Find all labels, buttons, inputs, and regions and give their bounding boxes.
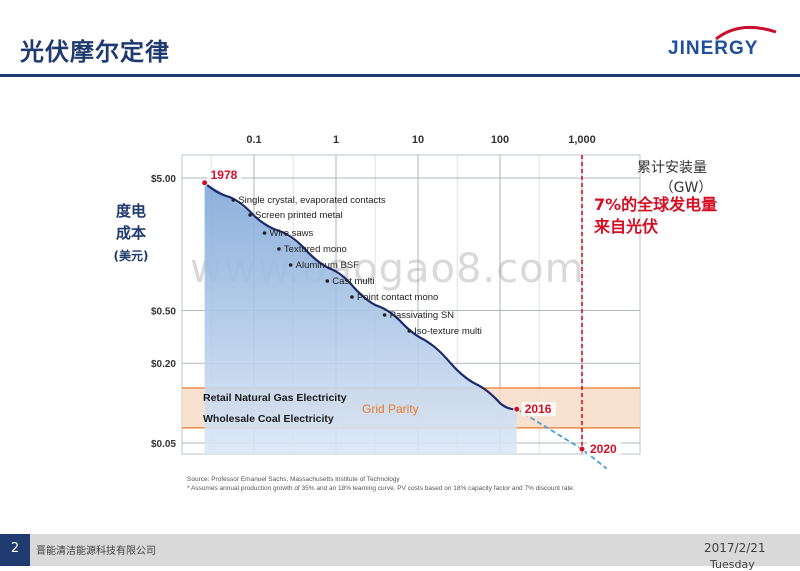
- x-tick-label: 1: [333, 134, 339, 146]
- year-label-bg: [207, 167, 242, 182]
- y-tick-label: $0.05: [151, 439, 176, 450]
- y-tick-label: $0.50: [151, 307, 176, 318]
- y-axis-title: 度电: [116, 202, 146, 220]
- year-label-bg: [587, 442, 621, 457]
- milestone-dot: [277, 247, 281, 251]
- source-note: * Assumes annual production growth of 35…: [187, 485, 575, 492]
- year-point: [578, 445, 586, 453]
- footer-day: Tuesday: [710, 558, 755, 571]
- milestone-dot: [382, 313, 387, 317]
- year-point: [201, 179, 209, 187]
- year-label: 2020: [590, 442, 617, 456]
- logo-swoosh-icon: [715, 25, 777, 41]
- cost-curve-line: [203, 181, 517, 411]
- milestone-label: Wire saws: [269, 228, 313, 239]
- milestone-dot: [350, 295, 354, 299]
- annotation-text: 7%的全球发电量: [594, 195, 717, 214]
- logo-text: JINERGY: [668, 38, 759, 59]
- milestone-label: Point contact mono: [357, 292, 438, 303]
- milestone-label: Passivating SN: [390, 310, 455, 321]
- milestone-dot: [262, 231, 267, 235]
- cost-area-fill: [204, 182, 517, 455]
- milestone-label: Textured mono: [284, 244, 347, 255]
- milestone-label: Aluminum BSF: [296, 260, 360, 271]
- x-tick-label: 10: [412, 134, 424, 146]
- annotation-text: 来自光伏: [593, 217, 658, 236]
- footer-bar: [0, 534, 800, 566]
- source-note: Source: Professor Emanuel Sachs, Massach…: [187, 476, 400, 483]
- x-tick-label: 1,000: [568, 134, 596, 146]
- grid-parity-label: Grid Parity: [362, 402, 419, 416]
- milestone-label: Single crystal, evaporated contacts: [238, 195, 386, 206]
- year-point: [513, 405, 521, 413]
- year-label-bg: [521, 402, 556, 417]
- retail-gas-label: Retail Natural Gas Electricity: [203, 392, 347, 404]
- footer-date: 2017/2/21: [704, 541, 766, 555]
- slide-title: 光伏摩尔定律: [20, 38, 170, 66]
- y-axis-title: 成本: [116, 224, 146, 242]
- milestone-label: Cast multi: [332, 276, 374, 287]
- x-axis-unit: （GW）: [660, 180, 713, 196]
- milestone-label: Screen printed metal: [255, 210, 343, 221]
- header-divider: [0, 74, 800, 77]
- page-number: 2: [0, 534, 30, 566]
- milestone-dot: [248, 213, 252, 217]
- x-tick-label: 100: [491, 134, 509, 146]
- footer-company: 晋能清洁能源科技有限公司: [36, 546, 156, 557]
- year-label: 2016: [525, 402, 552, 416]
- year-label: 1978: [211, 168, 238, 182]
- milestone-dot: [231, 198, 236, 202]
- milestone-label: Iso-texture multi: [414, 326, 482, 337]
- y-tick-label: $5.00: [151, 174, 176, 185]
- company-logo: JINERGY: [668, 22, 780, 62]
- y-axis-unit: (美元): [114, 248, 149, 263]
- milestone-dot: [407, 329, 412, 333]
- milestone-dot: [325, 279, 330, 283]
- milestone-dot: [288, 263, 293, 267]
- x-tick-label: 0.1: [246, 134, 261, 146]
- x-axis-title: 累计安装量: [637, 160, 707, 176]
- y-tick-label: $0.20: [151, 359, 176, 370]
- wholesale-coal-label: Wholesale Coal Electricity: [203, 413, 334, 425]
